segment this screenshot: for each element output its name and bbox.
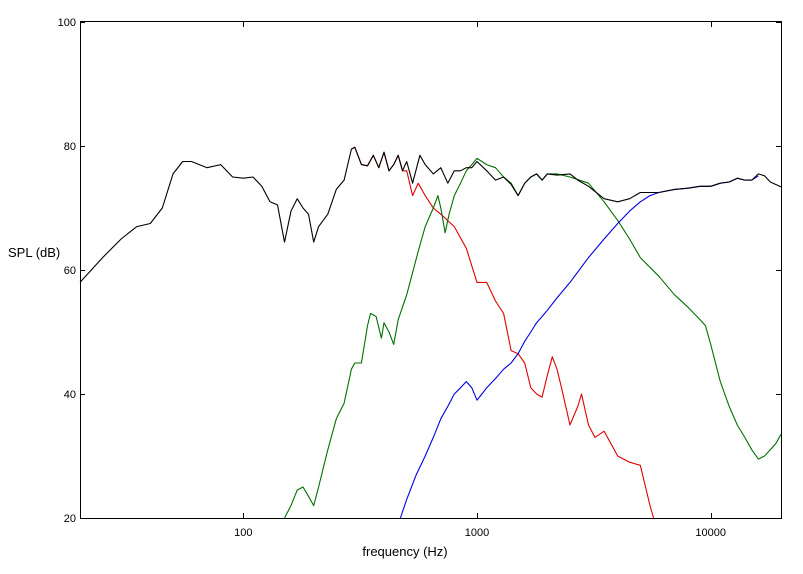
x-axis-label: frequency (Hz) bbox=[362, 544, 447, 559]
x-tick-label: 10000 bbox=[695, 527, 726, 539]
x-tick-label: 100 bbox=[234, 527, 252, 539]
y-tick-label: 20 bbox=[64, 513, 76, 525]
y-tick-label: 40 bbox=[64, 389, 76, 401]
series-line-2 bbox=[351, 146, 655, 519]
y-tick-label: 100 bbox=[58, 17, 76, 29]
y-tick-label: 80 bbox=[64, 141, 76, 153]
y-tick-label: 60 bbox=[64, 265, 76, 277]
series-line-1 bbox=[79, 146, 782, 283]
y-axis-label: SPL (dB) bbox=[8, 245, 60, 260]
series-line-3 bbox=[284, 157, 782, 519]
axis-ticks bbox=[80, 22, 781, 519]
tick-labels: 20 40 60 80 100 100 1000 10000 bbox=[58, 17, 726, 539]
x-tick-label: 1000 bbox=[465, 527, 489, 539]
series-layer bbox=[79, 146, 782, 519]
